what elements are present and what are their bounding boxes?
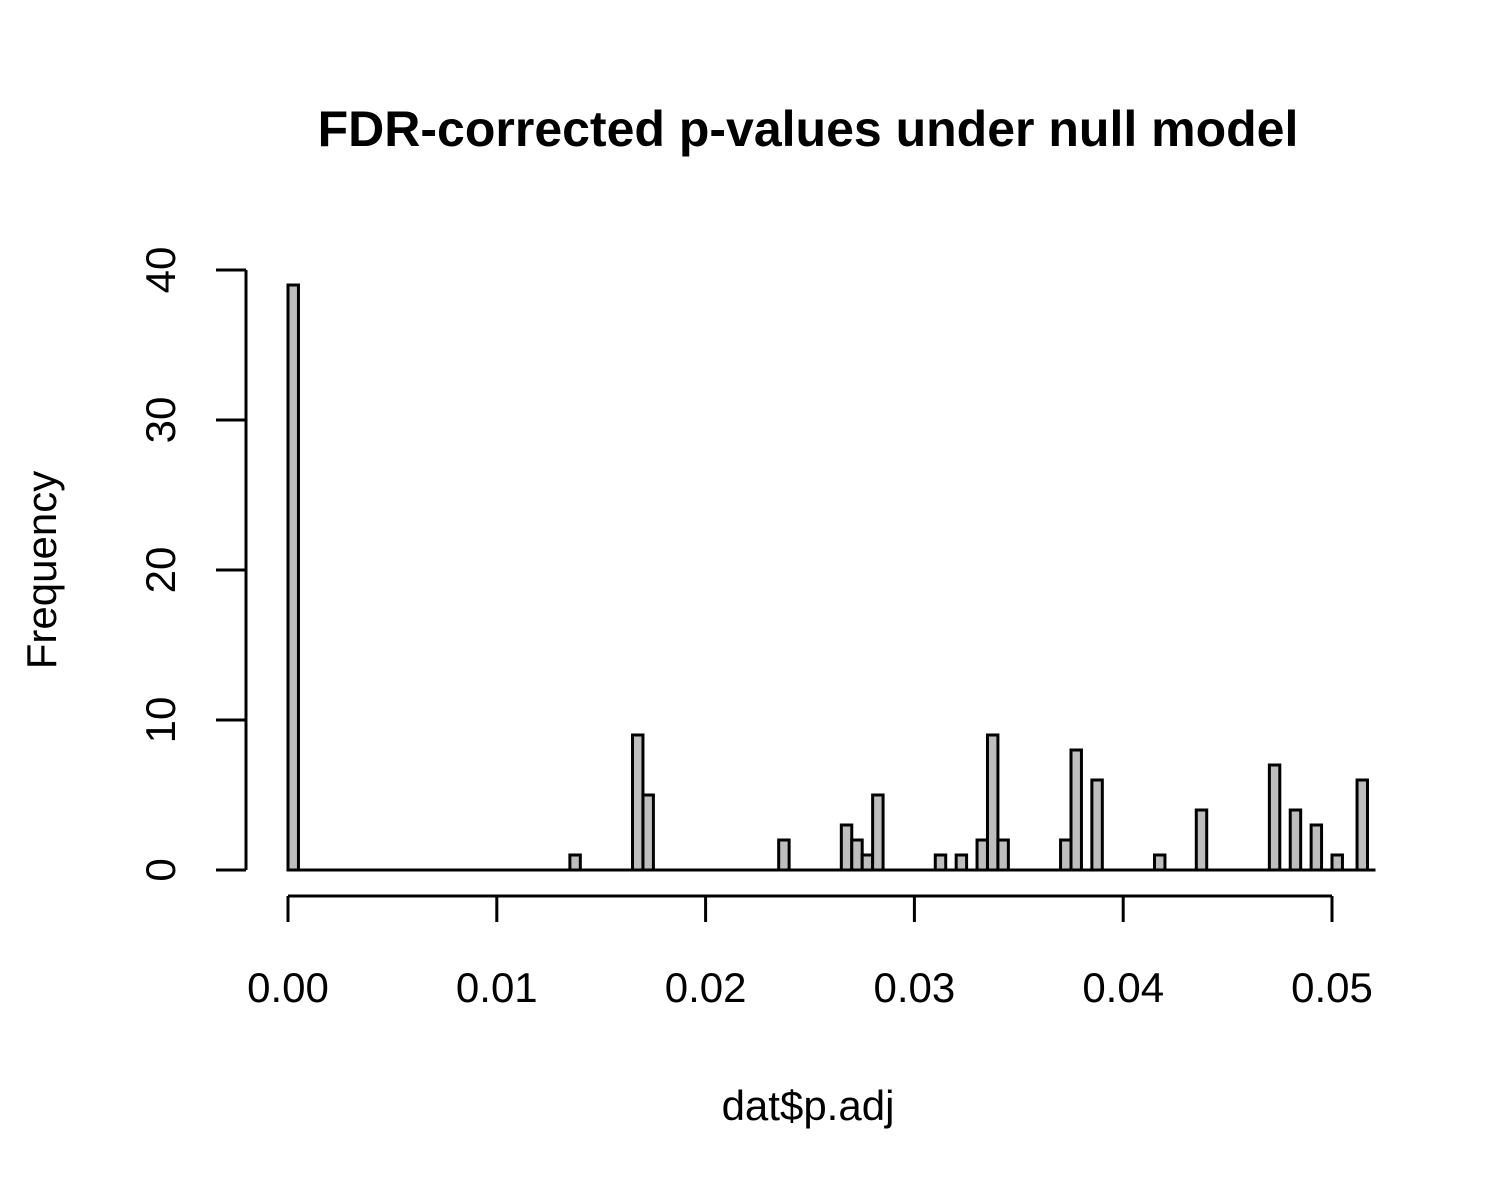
histogram-bar-9 <box>933 853 948 872</box>
histogram-bar-17 <box>1153 853 1167 872</box>
y-tick-label-2: 20 <box>137 547 184 594</box>
x-axis: 0.00 0.01 0.02 0.03 0.04 0.05 <box>247 894 1373 1011</box>
x-tick-label-2: 0.02 <box>665 964 747 1011</box>
histogram-bar-5 <box>839 823 854 872</box>
histogram-bar-12 <box>985 733 1000 872</box>
histogram-bar-6 <box>850 838 864 872</box>
histogram-bar-10 <box>954 853 969 872</box>
chart-title: FDR-corrected p-values under null model <box>318 101 1299 157</box>
histogram-bar-11 <box>975 838 989 872</box>
x-tick-label-3: 0.03 <box>874 964 956 1011</box>
histogram-bar-22 <box>1330 853 1344 872</box>
histogram-bar-2 <box>631 733 645 872</box>
x-tick-label-5: 0.05 <box>1291 964 1373 1011</box>
histogram-bar-1 <box>568 853 582 872</box>
y-tick-label-0: 0 <box>137 858 184 881</box>
histogram-bar-13 <box>996 838 1010 872</box>
histogram-bar-4 <box>777 838 791 872</box>
y-axis: 0 10 20 30 40 <box>137 247 248 882</box>
histogram-bar-8 <box>871 793 885 872</box>
bars-group <box>286 283 1376 872</box>
y-tick-label-3: 30 <box>137 397 184 444</box>
histogram-bar-21 <box>1309 823 1324 872</box>
histogram-bar-20 <box>1288 808 1303 872</box>
histogram-bar-0 <box>286 283 300 872</box>
histogram-bar-15 <box>1069 748 1083 872</box>
y-tick-label-4: 40 <box>137 247 184 294</box>
y-axis-label: Frequency <box>18 471 65 669</box>
histogram-bar-14 <box>1059 838 1073 872</box>
x-tick-label-4: 0.04 <box>1082 964 1164 1011</box>
x-axis-label: dat$p.adj <box>722 1082 895 1129</box>
histogram-bar-3 <box>641 793 655 872</box>
histogram-bar-23 <box>1355 778 1369 872</box>
x-tick-label-1: 0.01 <box>456 964 538 1011</box>
histogram-bar-16 <box>1090 778 1104 872</box>
histogram-bar-19 <box>1267 763 1282 872</box>
x-tick-label-0: 0.00 <box>247 964 329 1011</box>
y-tick-label-1: 10 <box>137 697 184 744</box>
histogram-bar-18 <box>1194 808 1209 872</box>
histogram-bar-7 <box>860 853 875 872</box>
